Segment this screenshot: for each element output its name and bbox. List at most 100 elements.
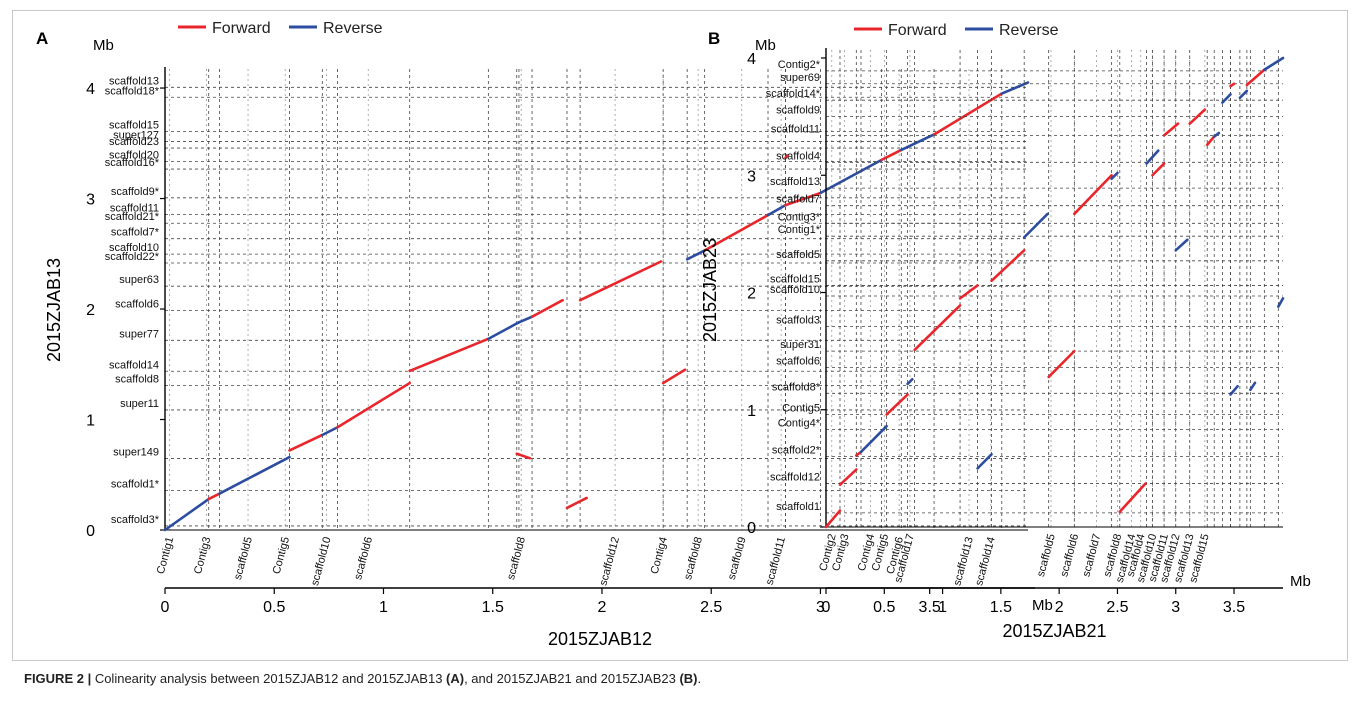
x-unit-label: Mb: [1290, 573, 1311, 590]
y-contig-label: scaffold9*: [111, 186, 160, 198]
alignment-segment-reverse: [976, 453, 993, 470]
y-contig-label: Contig4*: [778, 418, 821, 430]
alignment-segments: [163, 81, 1030, 532]
x-axis-title: 2015ZJAB12: [548, 629, 652, 649]
alignment-segment-forward: [885, 393, 909, 416]
x-tick-label: 0.5: [263, 599, 285, 616]
alignment-segment-reverse: [1000, 81, 1030, 95]
alignment-segment-reverse: [1174, 238, 1189, 252]
x-contig-label: scaffold12: [597, 536, 622, 587]
y-contig-label: scaffold15: [109, 120, 159, 132]
y-contig-label: scaffold8: [115, 374, 159, 386]
y-contig-label: Contig5: [782, 402, 820, 414]
y-unit-label: Mb: [755, 37, 776, 54]
alignment-segment-forward: [565, 496, 588, 510]
alignment-segment-forward: [824, 509, 842, 529]
x-tick-label: 3: [1171, 599, 1180, 616]
alignment-segment-forward: [784, 154, 789, 159]
y-contig-label: super69: [780, 72, 820, 84]
y-tick-label: 1: [747, 403, 756, 420]
y-contig-label: scaffold10: [109, 242, 159, 254]
y-unit-label: Mb: [93, 37, 114, 54]
y-axis: 0 1 2 3 4 scaffold3* scaffold1* super149 super11…: [86, 67, 166, 540]
alignment-segment-forward: [530, 298, 564, 319]
x-contig-label: scaffold5: [1035, 533, 1058, 578]
y-contig-label: scaffold16*: [105, 157, 160, 169]
alignment-segment-reverse: [899, 133, 936, 152]
alignment-segment-reverse: [1238, 89, 1249, 100]
y-tick-label: 1: [86, 413, 95, 430]
y-contig-label: scaffold3: [776, 314, 820, 326]
y-contig-label: scaffold6: [115, 299, 159, 311]
alignment-segment-forward: [1151, 162, 1166, 177]
x-tick-label: 3.5: [919, 599, 941, 616]
x-contig-label: scaffold6: [1058, 533, 1081, 578]
x-tick-label: 2.5: [700, 599, 722, 616]
y-tick-label: 3: [86, 192, 95, 209]
figure-caption: FIGURE 2 | Colinearity analysis between …: [24, 671, 701, 686]
legend-label-reverse: Reverse: [323, 20, 383, 37]
x-contig-label: Contig3: [192, 536, 213, 576]
y-contig-label: scaffold3*: [111, 514, 160, 526]
x-contig-label: scaffold9: [726, 536, 749, 581]
legend-label-forward: Forward: [212, 20, 271, 37]
x-tick-label: 3.5: [1223, 599, 1245, 616]
alignment-segment-reverse: [859, 424, 888, 454]
alignment-segment-reverse: [1110, 171, 1119, 181]
x-tick-label: 2: [598, 599, 607, 616]
alignment-segment-reverse: [1277, 297, 1285, 308]
alignment-segment-reverse: [1249, 381, 1257, 392]
x-tick-label: 0: [822, 599, 831, 616]
y-contig-label: Contig2*: [778, 59, 821, 71]
y-tick-label: 0: [86, 523, 95, 540]
x-contig-label: scaffold5: [232, 536, 255, 581]
caption-panel-a: (A): [446, 671, 465, 686]
y-contig-label: scaffold13: [770, 176, 820, 188]
grid: [825, 50, 1283, 527]
alignment-segment-reverse: [1022, 212, 1049, 239]
alignment-segment-forward: [578, 260, 663, 302]
legend: Forward Reverse: [854, 22, 1059, 39]
y-tick-label: 4: [86, 81, 95, 98]
y-contig-label: scaffold6: [776, 356, 820, 368]
caption-box: FIGURE 2 | Colinearity analysis between …: [12, 660, 1348, 694]
x-tick-label: 1: [938, 599, 947, 616]
x-contig-label: Contig4: [649, 536, 670, 576]
x-contig-label: Contig1: [155, 536, 176, 576]
y-contig-label: scaffold5: [776, 249, 820, 261]
y-contig-label: super31: [780, 339, 820, 351]
y-axis-title: 2015ZJAB13: [44, 258, 64, 362]
y-contig-label: Contig3*: [778, 211, 821, 223]
x-contig-label: scaffold6: [352, 536, 375, 581]
x-contig-label: scaffold8: [505, 536, 528, 581]
y-contig-label: scaffold4: [776, 150, 820, 162]
y-contig-label: scaffold18*: [105, 85, 160, 97]
alignment-segment-forward: [1205, 135, 1216, 147]
x-tick-label: 2: [1055, 599, 1064, 616]
y-contig-label: super77: [119, 328, 159, 340]
y-contig-label: scaffold15: [770, 273, 820, 285]
caption-text-mid: , and 2015ZJAB21 and 2015ZJAB23: [464, 671, 680, 686]
y-tick-label: 4: [747, 51, 756, 68]
x-tick-label: 1.5: [482, 599, 504, 616]
x-contig-label: scaffold13: [951, 536, 976, 587]
y-axis-title: 2015ZJAB23: [700, 238, 720, 342]
y-axis: 0 1 2 3 4 scaffold1 scaffold12 scaffold2* Contig…: [747, 48, 827, 537]
x-tick-label: 0.5: [873, 599, 895, 616]
x-tick-label: 1: [379, 599, 388, 616]
y-tick-label: 2: [86, 302, 95, 319]
legend-label-forward: Forward: [888, 22, 947, 39]
y-contig-label: scaffold11: [771, 123, 820, 135]
y-contig-label: scaffold14*: [766, 88, 821, 100]
y-contig-label: scaffold10: [770, 284, 820, 296]
alignment-segment-reverse: [1263, 56, 1285, 72]
y-contig-label: scaffold9: [776, 105, 820, 117]
alignment-segment-forward: [838, 468, 858, 487]
y-contig-label: scaffold7: [776, 194, 820, 206]
alignment-segment-forward: [958, 284, 979, 300]
alignment-segment-reverse: [1221, 93, 1232, 104]
panel-b: B Forward Reverse Mb Mb 0 1 2 3 4 scaffold1 scaffol…: [700, 22, 1311, 641]
y-contig-label: scaffold14: [109, 359, 159, 371]
x-tick-label: 2.5: [1106, 599, 1128, 616]
y-contig-label: scaffold1*: [111, 479, 160, 491]
